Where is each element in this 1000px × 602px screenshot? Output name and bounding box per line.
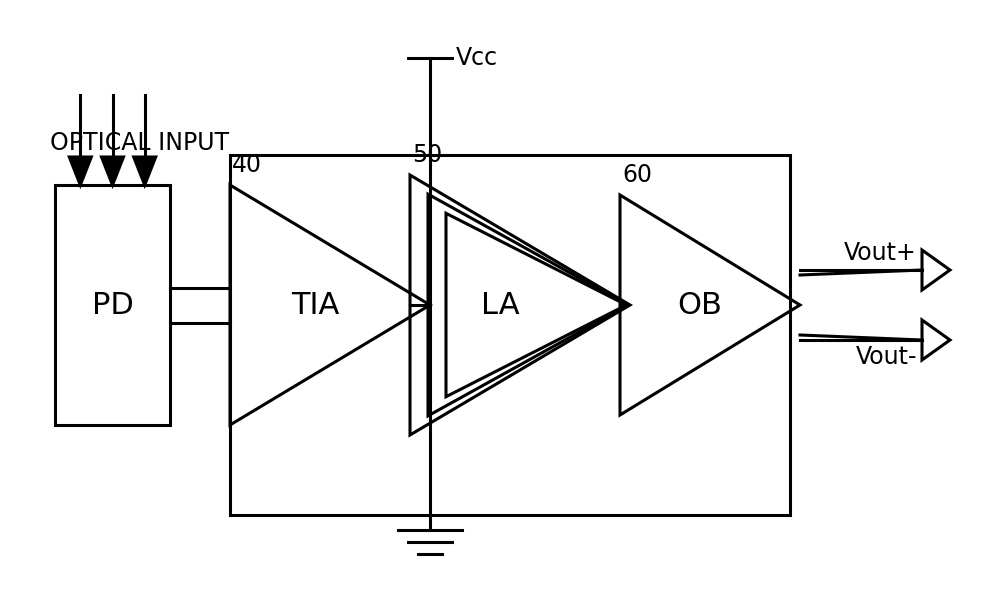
Bar: [55, 185, 170, 425]
Polygon shape: [102, 157, 124, 185]
Text: 50: 50: [412, 143, 442, 167]
Text: 60: 60: [622, 163, 652, 187]
Polygon shape: [134, 157, 156, 185]
Bar: [230, 155, 790, 515]
Text: 40: 40: [232, 153, 262, 177]
Polygon shape: [69, 157, 91, 185]
Text: TIA: TIA: [291, 291, 339, 320]
Text: LA: LA: [481, 291, 519, 320]
Text: Vcc: Vcc: [456, 46, 498, 70]
Text: PD: PD: [92, 291, 133, 320]
Text: Vout-: Vout-: [856, 345, 917, 369]
Text: Vout+: Vout+: [844, 241, 917, 265]
Text: OPTICAL INPUT: OPTICAL INPUT: [50, 131, 229, 155]
Text: OB: OB: [678, 291, 722, 320]
